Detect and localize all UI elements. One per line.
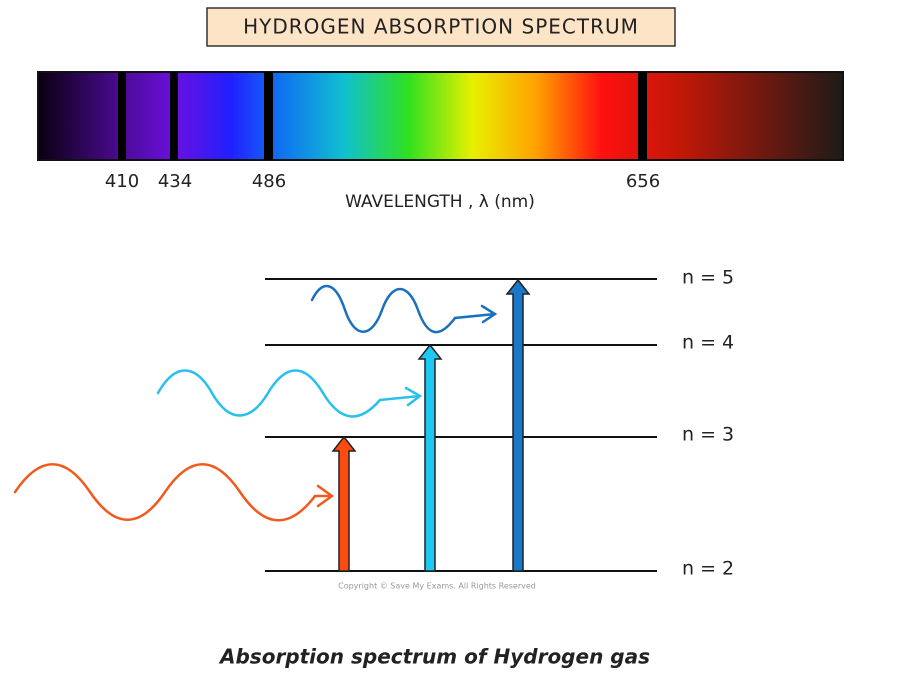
wavelength-label: 486 <box>252 171 286 192</box>
energy-levels <box>265 278 657 572</box>
photon-cyan <box>156 369 423 418</box>
photon-blue <box>310 284 498 334</box>
level-label: n = 2 <box>682 558 734 580</box>
photon-orange <box>13 463 335 522</box>
absorption-line <box>638 72 647 160</box>
copyright: Copyright © Save My Exams. All Rights Re… <box>338 582 536 591</box>
transition-arrows <box>331 278 531 572</box>
arrow-orange <box>331 435 357 572</box>
caption: Absorption spectrum of Hydrogen gas <box>218 645 650 669</box>
level-label: n = 5 <box>682 267 734 289</box>
arrow-blue <box>505 278 531 572</box>
wavelength-label: 434 <box>158 171 192 192</box>
level-label: n = 3 <box>682 424 734 446</box>
absorption-line <box>170 72 178 160</box>
absorption-line <box>118 72 126 160</box>
title-box <box>206 7 676 47</box>
arrow-cyan <box>417 343 443 572</box>
level-label: n = 4 <box>682 332 734 354</box>
absorption-line <box>264 72 273 160</box>
wavelength-label: 656 <box>626 171 660 192</box>
wavelength-label: 410 <box>105 171 139 192</box>
spectrum <box>37 71 844 161</box>
title: HYDROGEN ABSORPTION SPECTRUM <box>243 15 639 39</box>
axis-label: WAVELENGTH , λ (nm) <box>345 192 535 212</box>
photons <box>13 284 498 522</box>
